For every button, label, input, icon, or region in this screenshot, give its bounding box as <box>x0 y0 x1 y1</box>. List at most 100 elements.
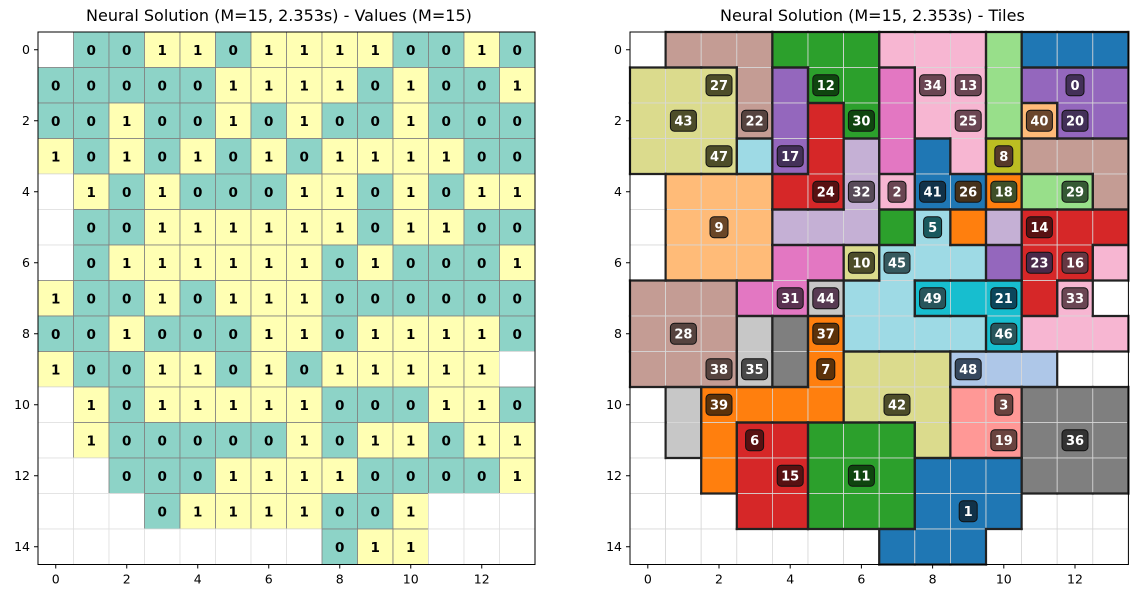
value-cell <box>499 67 536 104</box>
value-cell <box>463 493 500 530</box>
value-cell <box>37 422 74 459</box>
value-cell <box>37 67 74 104</box>
value-cell-label: 0 <box>51 78 60 94</box>
value-cell-label: 1 <box>229 78 238 94</box>
value-cell <box>108 422 145 459</box>
tile-cell <box>1021 528 1058 565</box>
tile-cell <box>878 315 916 352</box>
tile-cell <box>843 280 880 317</box>
value-cell <box>428 31 465 68</box>
value-cell <box>144 386 181 423</box>
value-cell-label: 1 <box>264 398 273 414</box>
value-cell <box>392 457 429 494</box>
value-cell-label: 0 <box>122 43 131 59</box>
tile-label-badge <box>1061 429 1089 452</box>
tile-label-badge <box>923 216 943 239</box>
tile-label-badge <box>1025 251 1053 274</box>
tile-label: 25 <box>959 114 977 129</box>
value-cell <box>215 280 252 317</box>
value-cell-label: 1 <box>229 256 238 272</box>
y-tick-label: 12 <box>606 468 622 483</box>
value-cell-label: 1 <box>87 185 96 201</box>
x-tick-label: 0 <box>52 572 60 587</box>
tile-cell <box>629 351 666 388</box>
value-cell-label: 1 <box>406 149 415 165</box>
tile-cell <box>665 386 702 423</box>
value-cell <box>321 138 358 175</box>
value-cell-label: 0 <box>122 362 131 378</box>
tile-cell <box>665 67 702 104</box>
tile-cell <box>771 173 809 210</box>
tile-label-badge <box>994 145 1014 168</box>
tile-cell <box>629 31 666 68</box>
tile-cell <box>700 528 738 565</box>
value-cell-label: 1 <box>371 540 380 556</box>
tile-cell <box>914 422 951 459</box>
tile-cell <box>807 31 844 68</box>
tile-cell <box>736 67 773 104</box>
tile-cell <box>1021 422 1058 459</box>
value-cell <box>250 102 287 139</box>
tile-cell <box>736 457 773 494</box>
tile-cell <box>1092 209 1129 246</box>
value-cell-label: 1 <box>87 433 96 449</box>
value-cell-label: 0 <box>513 398 522 414</box>
tile-cell <box>700 457 738 494</box>
value-cell-label: 0 <box>122 433 131 449</box>
value-cell <box>463 386 500 423</box>
value-cell <box>499 493 536 530</box>
value-cell-label: 1 <box>264 469 273 485</box>
value-cell-label: 1 <box>442 327 451 343</box>
value-cell-label: 1 <box>371 149 380 165</box>
tile-label-badge <box>887 180 907 203</box>
tile-cell <box>1092 31 1129 68</box>
value-cell-label: 1 <box>229 220 238 236</box>
tile-cell <box>736 138 773 175</box>
value-cell <box>250 31 287 68</box>
value-cell-label: 0 <box>122 398 131 414</box>
value-cell-label: 1 <box>513 433 522 449</box>
tile-label-badge <box>741 358 769 381</box>
tile-cell <box>949 422 987 459</box>
value-cell <box>179 102 216 139</box>
tile-cell <box>985 67 1022 104</box>
value-cell <box>463 173 500 210</box>
tile-cell <box>949 386 987 423</box>
value-cell-label: 0 <box>371 504 380 520</box>
tile-cell <box>771 102 809 139</box>
tile-cell <box>878 102 916 139</box>
value-cell-label: 0 <box>51 327 60 343</box>
value-cell-label: 1 <box>371 327 380 343</box>
tile-label: 9 <box>714 221 723 236</box>
tile-cell <box>629 493 666 530</box>
tile-cell <box>807 244 844 281</box>
value-cell-label: 0 <box>193 327 202 343</box>
tile-cell <box>1021 386 1058 423</box>
value-cell-label: 0 <box>442 469 451 485</box>
value-cell <box>37 173 74 210</box>
value-cell-label: 1 <box>193 149 202 165</box>
value-cell <box>250 422 287 459</box>
tile-cell <box>1056 138 1094 175</box>
value-cell-label: 1 <box>406 433 415 449</box>
value-cell-label: 0 <box>442 43 451 59</box>
tile-label-badge <box>994 393 1014 416</box>
tile-cell <box>1021 457 1058 494</box>
tile-cell <box>771 315 809 352</box>
value-cell-label: 0 <box>371 78 380 94</box>
value-cell-label: 0 <box>229 433 238 449</box>
tile-label: 37 <box>817 327 835 342</box>
tile-cell <box>629 315 666 352</box>
tile-label: 44 <box>817 292 835 307</box>
tile-cell <box>843 138 880 175</box>
value-cell <box>73 351 110 388</box>
value-cell-label: 1 <box>300 43 309 59</box>
value-cell-label: 0 <box>264 433 273 449</box>
tile-cell <box>985 31 1022 68</box>
tile-cell <box>771 67 809 104</box>
value-cell-label: 1 <box>406 327 415 343</box>
tile-label-badge <box>705 393 733 416</box>
value-cell <box>321 31 358 68</box>
tile-cell <box>1056 315 1094 352</box>
